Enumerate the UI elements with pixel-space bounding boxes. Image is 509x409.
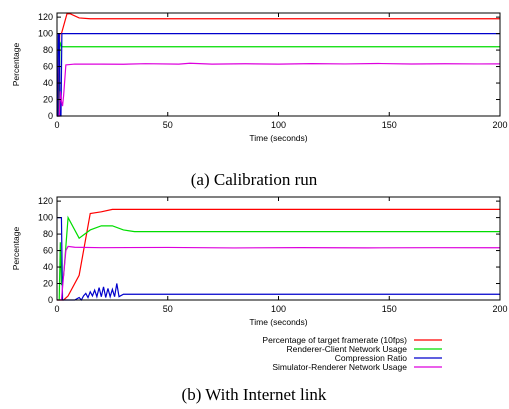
x-tick-label: 50 [163, 304, 173, 314]
x-tick-label: 100 [271, 120, 286, 130]
series-line-2 [57, 217, 500, 302]
y-tick-label: 0 [48, 111, 53, 121]
chart-calibration-run: 0 50 100 150 200 0 20 40 60 80 100 120 Time (seconds… [11, 12, 508, 189]
y-tick-label: 60 [43, 62, 53, 72]
figure-caption: (a) Calibration run [191, 170, 318, 189]
y-tick-label: 80 [43, 229, 53, 239]
y-tick-label: 40 [43, 78, 53, 88]
x-tick-label: 150 [382, 120, 397, 130]
chart-with-internet-link: 0 50 100 150 200 0 20 40 60 80 100 120 Time (seconds… [11, 196, 508, 404]
series-line-3 [57, 245, 501, 301]
figure-caption: (b) With Internet link [182, 385, 327, 404]
y-tick-label: 20 [43, 279, 53, 289]
series-line-1 [57, 41, 500, 117]
y-tick-label: 120 [38, 12, 53, 22]
legend-entry-label: Renderer-Client Network Usage [287, 344, 408, 354]
legend-entry-label: Percentage of target framerate (10fps) [262, 335, 407, 345]
x-tick-label: 0 [54, 304, 59, 314]
series-line-0 [57, 208, 500, 301]
y-tick-label: 20 [43, 95, 53, 105]
x-axis-label: Time (seconds) [249, 317, 307, 327]
x-axis-label: Time (seconds) [249, 133, 307, 143]
x-tick-label: 50 [163, 120, 173, 130]
x-tick-label: 150 [382, 304, 397, 314]
series-line-1 [57, 215, 500, 301]
y-tick-label: 80 [43, 45, 53, 55]
series-line-0 [57, 13, 500, 117]
y-tick-label: 40 [43, 262, 53, 272]
x-tick-label: 200 [492, 120, 507, 130]
legend-entry-label: Compression Ratio [335, 353, 408, 363]
series-line-2 [57, 33, 500, 117]
y-tick-label: 0 [48, 295, 53, 305]
plot-frame [56, 196, 501, 301]
y-tick-label: 100 [38, 29, 53, 39]
x-tick-label: 100 [271, 304, 286, 314]
y-tick-label: 100 [38, 213, 53, 223]
y-axis-label: Percentage [11, 42, 21, 86]
y-tick-label: 120 [38, 196, 53, 206]
x-tick-label: 200 [492, 304, 507, 314]
y-tick-label: 60 [43, 246, 53, 256]
legend-entry-label: Simulator-Renderer Network Usage [272, 362, 407, 372]
x-tick-label: 0 [54, 120, 59, 130]
legend: Percentage of target framerate (10fps)Re… [262, 335, 442, 372]
y-axis-label: Percentage [11, 226, 21, 270]
series-line-3 [57, 62, 501, 117]
